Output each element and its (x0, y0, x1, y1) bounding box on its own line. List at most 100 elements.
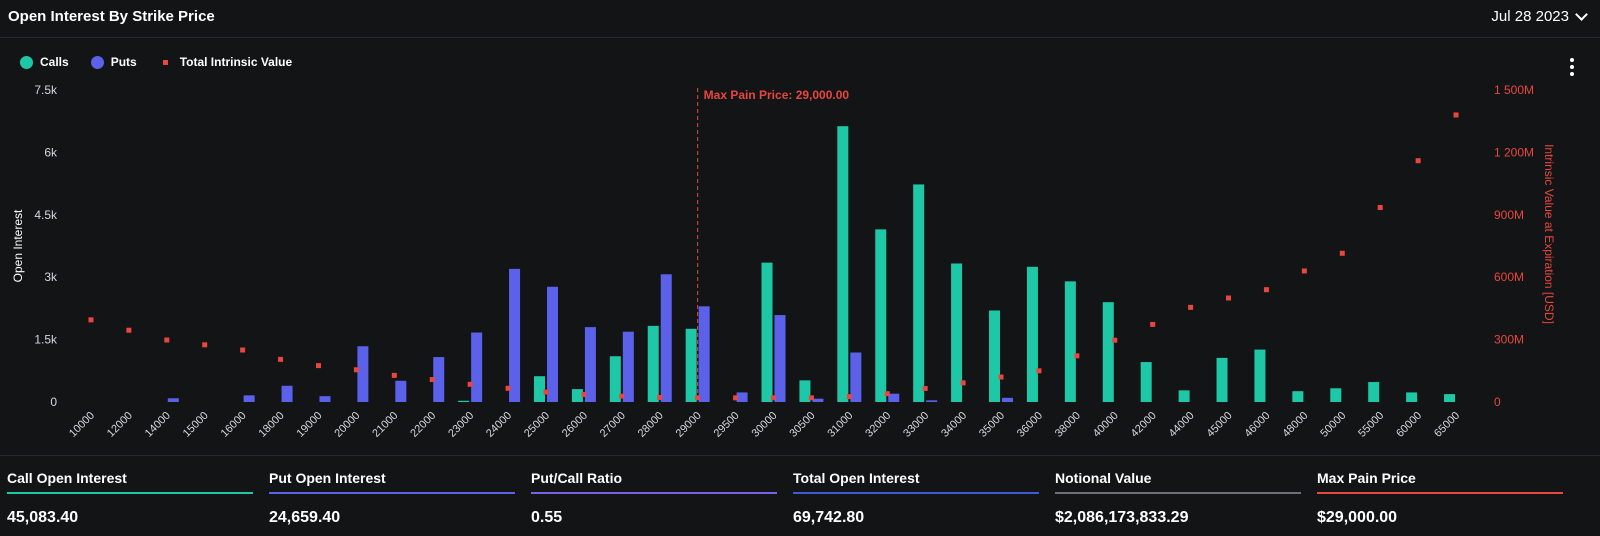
puts-bar (1002, 397, 1014, 402)
calls-bar (913, 184, 925, 402)
intrinsic-value-point (1377, 205, 1383, 211)
intrinsic-value-point (1074, 353, 1080, 359)
calls-legend-icon (20, 55, 33, 69)
calls-bar (875, 229, 887, 402)
stats-bar: Call Open Interest 45,083.40 Put Open In… (0, 455, 1600, 536)
x-axis-tick-label: 15000 (181, 410, 211, 440)
stat-underline (793, 492, 1039, 494)
chart-header: Open Interest By Strike Price Jul 28 202… (0, 0, 1600, 38)
x-axis-tick-label: 38000 (1053, 410, 1083, 440)
puts-bar (471, 332, 483, 402)
stat-notional-value: Notional Value $2,086,173,833.29 (1055, 470, 1301, 527)
calls-bar (1254, 349, 1266, 402)
calls-bar (1444, 394, 1456, 402)
right-axis-tick-label: 600M (1494, 270, 1524, 284)
x-axis-tick-label: 23000 (446, 410, 476, 440)
puts-bar (243, 395, 255, 402)
x-axis-tick-label: 32000 (863, 410, 893, 440)
x-axis-tick-label: 22000 (408, 410, 438, 440)
stat-max-pain-price: Max Pain Price $29,000.00 (1317, 470, 1563, 527)
calls-bar (647, 325, 659, 402)
intrinsic-value-point (240, 347, 246, 353)
calls-bar (1102, 302, 1114, 402)
x-axis-tick-label: 27000 (598, 410, 628, 440)
x-axis-tick-label: 29000 (674, 410, 704, 440)
calls-bar (1292, 391, 1304, 402)
puts-bar (584, 327, 596, 402)
intrinsic-value-point (391, 372, 397, 378)
calls-bar (989, 310, 1001, 402)
intrinsic-value-point (505, 385, 511, 391)
intrinsic-value-point (88, 317, 94, 323)
intrinsic-value-point (353, 367, 359, 373)
calls-bar (1330, 388, 1342, 402)
puts-bar (888, 393, 900, 402)
puts-bar (850, 352, 862, 402)
stat-put-open-interest: Put Open Interest 24,659.40 (269, 470, 515, 527)
chart-title: Open Interest By Strike Price (8, 8, 215, 25)
calls-bar (1026, 266, 1038, 402)
calls-bar (685, 328, 697, 402)
right-axis-tick-label: 1 500M (1494, 83, 1534, 97)
x-axis-tick-label: 65000 (1432, 410, 1462, 440)
intrinsic-value-point (164, 337, 170, 343)
x-axis-tick-label: 28000 (636, 410, 666, 440)
puts-bar (622, 331, 634, 402)
puts-bar (319, 396, 331, 402)
legend-label-calls: Calls (40, 55, 69, 69)
intrinsic-value-point (429, 377, 435, 383)
stat-underline (1055, 492, 1301, 494)
puts-bar (509, 268, 521, 402)
stat-value: 0.55 (531, 509, 563, 526)
intrinsic-value-point (1301, 268, 1307, 274)
stat-value: $2,086,173,833.29 (1055, 509, 1189, 526)
x-axis-tick-label: 44000 (1167, 410, 1197, 440)
intrinsic-value-point (960, 380, 966, 386)
left-axis-tick-label: 0 (50, 395, 57, 409)
legend-item-calls[interactable]: Calls (20, 55, 69, 69)
x-axis-tick-label: 10000 (67, 410, 97, 440)
legend-label-puts: Puts (110, 55, 137, 69)
chart-legend: Calls Puts Total Intrinsic Value (20, 55, 314, 69)
puts-legend-icon (90, 55, 104, 69)
x-axis-tick-label: 14000 (143, 410, 173, 440)
stat-underline (269, 492, 515, 494)
calls-bar (1216, 357, 1228, 402)
max-pain-label: Max Pain Price: 29,000.00 (704, 88, 850, 102)
left-axis-title: Open Interest (11, 209, 25, 282)
legend-item-puts[interactable]: Puts (90, 55, 137, 69)
stat-put-call-ratio: Put/Call Ratio 0.55 (531, 470, 777, 527)
chevron-down-icon (1575, 7, 1588, 21)
stat-value: 69,742.80 (793, 509, 865, 526)
legend-item-intrinsic-value[interactable]: Total Intrinsic Value (159, 55, 292, 69)
expiry-date-select[interactable]: Jul 28 2023 (1491, 7, 1588, 25)
intrinsic-value-point (998, 374, 1004, 380)
x-axis-tick-label: 45000 (1205, 410, 1235, 440)
puts-bar (281, 385, 293, 402)
stat-underline (1317, 492, 1563, 494)
x-axis-tick-label: 12000 (105, 410, 135, 440)
right-axis-tick-label: 900M (1494, 208, 1524, 222)
more-options-icon[interactable] (1566, 56, 1578, 78)
intrinsic-value-point (1453, 112, 1459, 118)
intrinsic-value-point (1415, 158, 1421, 164)
calls-bar (571, 389, 583, 402)
puts-bar (357, 346, 369, 402)
left-axis-tick-label: 3k (44, 270, 58, 284)
stat-underline (531, 492, 777, 494)
puts-bar (395, 380, 407, 402)
expiry-date-label: Jul 28 2023 (1491, 8, 1569, 25)
puts-bar (736, 392, 748, 402)
x-axis-tick-label: 20000 (332, 410, 362, 440)
intrinsic-value-legend-icon (162, 59, 168, 65)
intrinsic-value-point (619, 393, 625, 399)
right-axis-tick-label: 0 (1494, 395, 1501, 409)
intrinsic-value-point (922, 385, 928, 391)
intrinsic-value-point (657, 394, 663, 400)
x-axis-tick-label: 36000 (1015, 410, 1045, 440)
left-axis-tick-label: 4.5k (34, 208, 58, 222)
stat-label: Notional Value (1055, 470, 1152, 486)
puts-bar (433, 357, 445, 402)
x-axis-tick-label: 26000 (560, 410, 590, 440)
x-axis-tick-label: 18000 (257, 410, 287, 440)
